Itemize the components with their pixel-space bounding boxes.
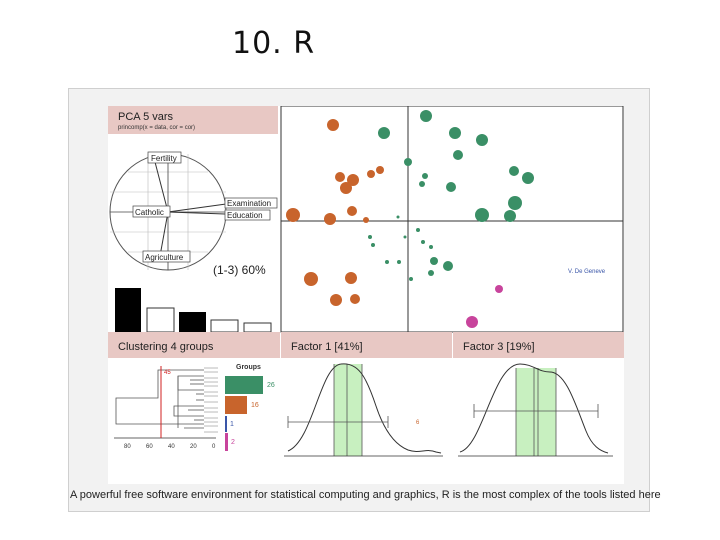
var-label-education: Education [227,211,263,220]
outlier-label: 6 [416,420,420,426]
credit-label: V. De Geneve [568,269,606,275]
group-count-3: 1 [230,421,234,428]
scree-bars [115,288,272,333]
factor1-label: Factor 1 [41%] [291,341,363,353]
var-label-catholic: Catholic [135,208,164,217]
dendro-tick-80: 80 [124,444,131,450]
var-label-fertility: Fertility [151,154,177,163]
pca-title: PCA 5 vars [118,111,174,123]
cut-label: 45 [164,370,171,376]
dendro-tick-0: 0 [212,444,216,450]
group-count-4: 2 [231,439,235,446]
variance-label: (1-3) 60% [213,263,266,277]
group-count-2: 16 [251,402,259,409]
correlation-circle: Fertility Examination Catholic Education… [109,151,278,271]
factor1-density: 6 [284,363,443,457]
var-label-examination: Examination [227,199,271,208]
clustering-label: Clustering 4 groups [118,341,214,353]
groups-title: Groups [236,364,261,371]
clustering-header [108,332,280,358]
dendrogram-leaf-ticks [204,367,218,433]
dendro-tick-60: 60 [146,444,153,450]
r-graphics-figure: PCA 5 vars princomp(x = data, cor = cor)… [108,106,624,484]
group-bars [225,376,263,451]
group-count-1: 26 [267,382,275,389]
factor3-label: Factor 3 [19%] [463,341,535,353]
caption-text: A powerful free software environment for… [70,489,661,501]
pca-header [108,106,278,134]
dendro-tick-40: 40 [168,444,175,450]
slide-title: 10. R [232,26,316,61]
var-label-agriculture: Agriculture [145,253,184,262]
factor-scatter: V. De Geneve [280,106,624,333]
dendrogram [114,369,216,439]
factor3-header [453,332,624,358]
factor3-density [458,363,613,457]
factor1-header [281,332,452,358]
pca-subtitle: princomp(x = data, cor = cor) [118,125,195,131]
dendro-tick-20: 20 [190,444,197,450]
